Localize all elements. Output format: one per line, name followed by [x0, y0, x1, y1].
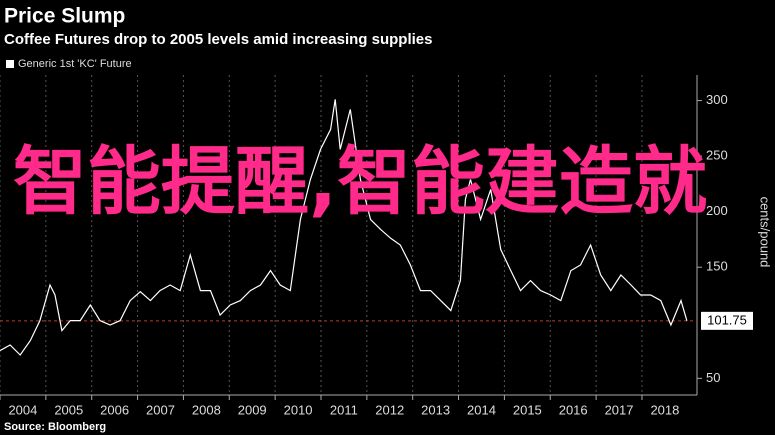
source: Source: Bloomberg	[4, 421, 106, 433]
x-tick-label: 2012	[375, 402, 404, 417]
x-tick-label: 2009	[238, 402, 267, 417]
x-tick-label: 2005	[54, 402, 83, 417]
y-tick-label: 300	[706, 92, 728, 107]
x-tick-label: 2011	[330, 402, 358, 417]
y-tick-label: 50	[706, 370, 720, 385]
x-tick-label: 2017	[605, 402, 634, 417]
x-tick-label: 2018	[650, 402, 679, 417]
chart-subtitle: Coffee Futures drop to 2005 levels amid …	[4, 31, 432, 48]
last-price-box	[701, 311, 753, 330]
y-tick-label: 250	[706, 148, 728, 163]
overlay-text: 智能提醒,智能建造就	[12, 139, 708, 225]
x-tick-label: 2006	[100, 402, 129, 417]
last-price-label: 101.75	[707, 312, 747, 327]
price-line	[0, 99, 688, 356]
y-tick-label: 150	[706, 259, 728, 274]
legend-swatch	[6, 60, 14, 68]
x-tick-label: 2004	[8, 402, 37, 417]
x-tick-label: 2016	[559, 402, 588, 417]
x-tick-label: 2014	[467, 402, 496, 417]
y-axis-label: cents/pound	[758, 197, 773, 268]
x-tick-label: 2015	[513, 402, 542, 417]
legend-label: Generic 1st 'KC' Future	[18, 58, 132, 70]
x-tick-label: 2013	[421, 402, 450, 417]
x-tick-label: 2010	[284, 402, 313, 417]
x-tick-label: 2007	[146, 402, 175, 417]
x-tick-label: 2008	[192, 402, 221, 417]
chart-title: Price Slump	[4, 5, 125, 28]
y-tick-label: 200	[706, 203, 728, 218]
